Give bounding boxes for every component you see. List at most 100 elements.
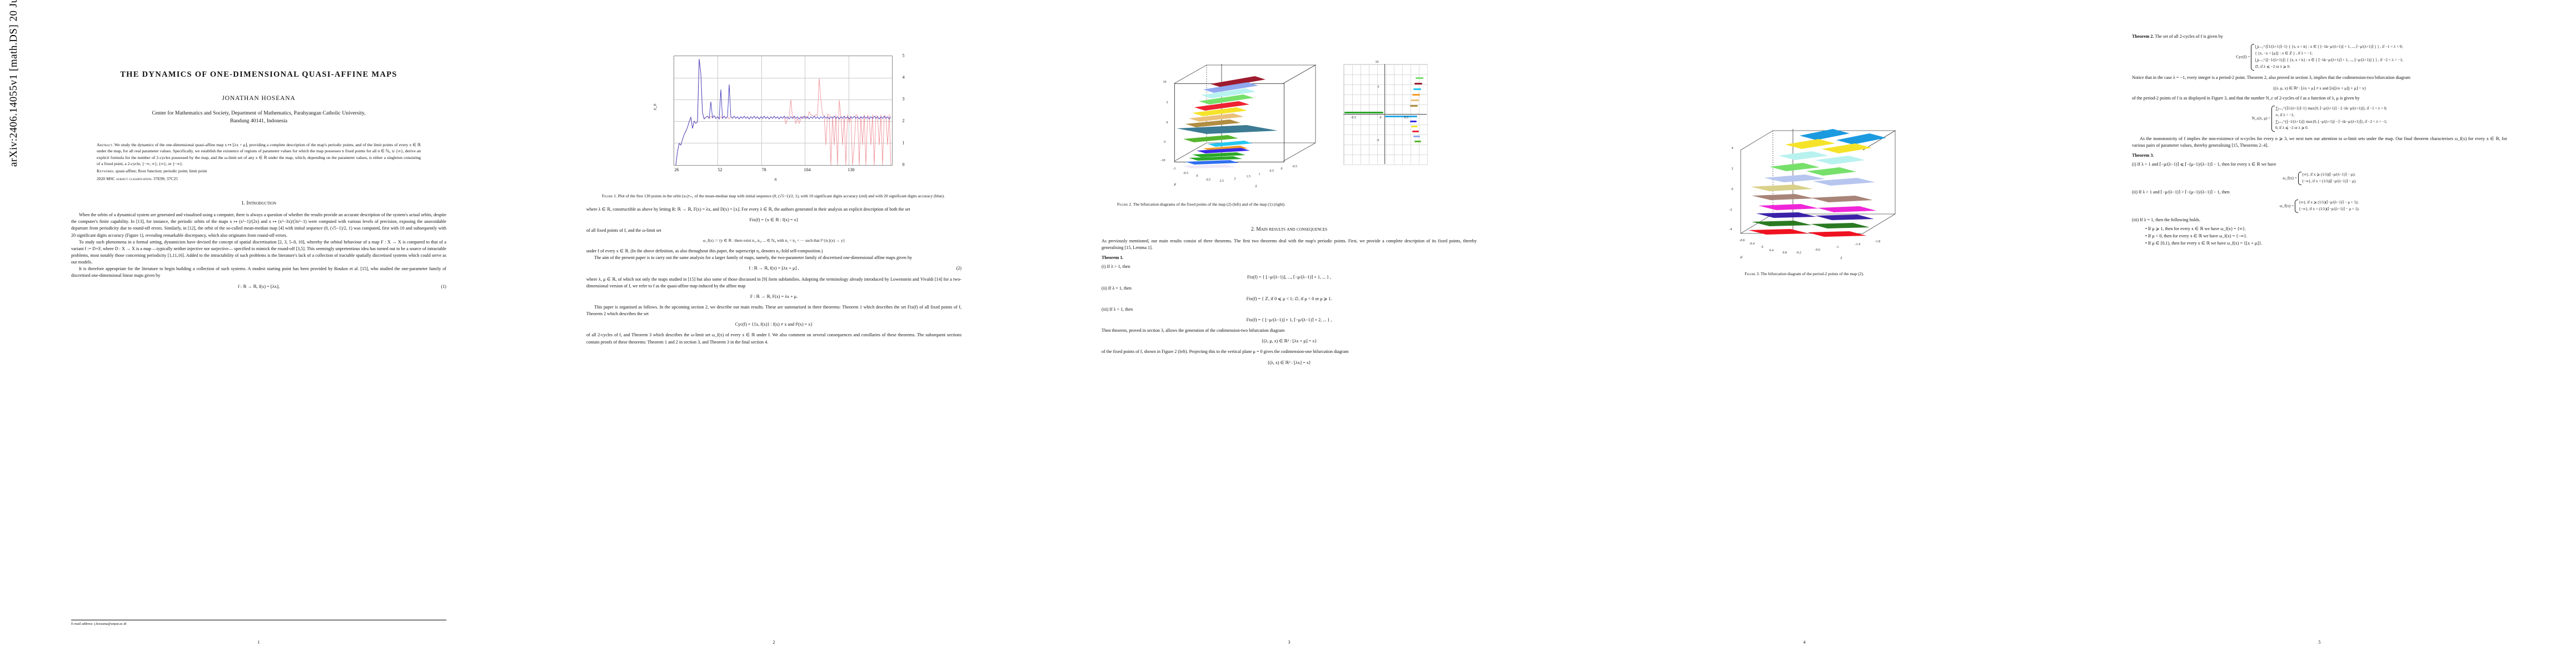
z-tick: 5 <box>1166 101 1168 104</box>
theorem-3-equation-2: ω_f(x) = {∞}, if x ⩾ (1/λ)(⌈−μ/(λ−1)⌉ − … <box>2132 200 2507 213</box>
paper-page-2: x_n 5 4 3 2 1 0 <box>515 0 1030 667</box>
series-segment <box>1414 141 1421 142</box>
x-tick: 0 <box>1379 116 1382 120</box>
z-tick: 4 <box>1731 147 1733 150</box>
z-tick: -5 <box>1163 141 1166 144</box>
paragraph: where λ, μ ∈ ℝ, of which not only the ma… <box>586 276 961 288</box>
mu-tick: -0.5 <box>1183 172 1189 175</box>
paper-page-4: 4 2 0 -2 -4 -0.8 -0.4 0 0.4 0.8 -0.2 -0.… <box>1546 0 2061 667</box>
series-segment <box>1412 131 1419 132</box>
z-tick: 0 <box>1166 121 1168 125</box>
paragraph: where λ ∈ ℝ, constructible as above by l… <box>586 206 910 212</box>
page-5-body: Theorem 2. The set of all 2-cycles of f … <box>2132 33 2507 247</box>
equation-number-of-2-cycles: N_c(λ, μ) = ∑ₖ₌₁^{⌈1/(λ+1)⌉−1} max{0, ⌈−… <box>2132 106 2507 132</box>
chart-x-axis-label: n <box>774 177 777 182</box>
chart-y-tick: 1 <box>902 140 905 146</box>
x-axis <box>1343 114 1427 115</box>
theorem-1-items: (ii) If λ = 1, then <box>1102 285 1477 292</box>
figure-2-caption-text: The bifurcation diagrams of the fixed po… <box>1133 202 1285 207</box>
msc-line: 2020 MSC subject classification. 37E99; … <box>97 176 421 182</box>
theorem-1-items: (iii) If λ < 1, then <box>1102 306 1477 313</box>
figure-1-caption-label: Figure 1. <box>602 193 617 198</box>
paper-page-5: Theorem 2. The set of all 2-cycles of f … <box>2061 0 2576 667</box>
mu-tick: 0.5 <box>1206 178 1211 182</box>
series-segment <box>1413 136 1420 137</box>
theorem-2-equation-lhs: Cyc(f) = <box>2236 54 2250 59</box>
abstract-block: Abstract. We study the dynamics of the o… <box>97 142 421 182</box>
affiliation: Center for Mathematics and Society, Depa… <box>71 109 446 125</box>
mu-tick: 0 <box>1761 246 1763 249</box>
theorem-1-label: Theorem 1. <box>1102 255 1124 261</box>
y-tick: 5 <box>1377 86 1379 89</box>
footnote-email: E-mail address: j.hoseana@unpar.ac.id <box>71 620 446 626</box>
paragraph: The aim of the present paper is to carry… <box>594 255 913 261</box>
z-tick: -2 <box>1729 208 1732 212</box>
equation-cyc: Cyc(f) = {{x, f(x)} : f(x) ≠ x and f²(x)… <box>735 322 813 327</box>
chart-y-tick: 4 <box>902 74 905 80</box>
series-segment <box>1344 112 1383 113</box>
y-tick: -5 <box>1376 139 1379 142</box>
paragraph: To study such phenomena in a formal sett… <box>71 239 446 265</box>
theorem-item: (ii) If λ > 1 and ⌈−μ/(λ−1)⌉ > ⌈−(μ−1)/(… <box>2132 190 2230 195</box>
page-3-body: As previously mentioned, our main result… <box>1102 238 1477 366</box>
mu-axis-label: μ <box>1174 182 1177 186</box>
bullet-item: • If μ ⩾ 1, then for every x ∈ ℝ we have… <box>2145 226 2246 231</box>
lambda-tick: -0.6 <box>1815 248 1821 252</box>
section-heading-main-results: 2. Main results and consequences <box>1250 226 1328 232</box>
introduction-body: When the orbits of a dynamical system ar… <box>71 212 446 290</box>
theorem-2-lead: The set of all 2-cycles of f is given by <box>2155 34 2223 39</box>
keywords-label: Keywords. <box>97 168 115 174</box>
paragraph: Notice that in the case λ = −1, every in… <box>2132 74 2411 80</box>
series-segment <box>1409 105 1418 107</box>
lambda-tick: 1 <box>1258 173 1260 176</box>
equation-F: F : ℝ → ℝ, F(x) = λx + μ. <box>750 293 798 299</box>
mu-tick: -0.4 <box>1749 242 1755 246</box>
page-2-body: where λ ∈ ℝ, constructible as above by l… <box>586 206 961 346</box>
series-segment <box>1409 121 1417 122</box>
equation-1-number: (1) <box>441 283 446 289</box>
z-tick: 2 <box>1731 167 1733 171</box>
chart-x-tick: 26 <box>674 167 679 172</box>
page-title: THE DYNAMICS OF ONE-DIMENSIONAL QUASI-AF… <box>120 70 397 79</box>
theorem-1-equation-1: Fix(f) = { ⌊−μ/(λ−1)⌋, ..., ⌈−μ/(λ−1)⌉ +… <box>1247 275 1332 280</box>
case-row: {−∞}, if x < (1/λ)(⌈−μ/(λ−1)⌉ − μ + 1). <box>2299 207 2360 212</box>
theorem-3-items: (iii) If λ = 1, then the following holds… <box>2132 217 2507 223</box>
bullet-item: • If μ < 0, then for every x ∈ ℝ we have… <box>2145 233 2248 238</box>
chart-x-tick: 78 <box>761 167 766 172</box>
y-tick: 10 <box>1375 61 1379 64</box>
axis-box-3d <box>1174 64 1317 168</box>
figure-1-caption: Figure 1. Plot of the first 130 points i… <box>602 193 946 200</box>
paragraph: As the monotonicity of f implies the non… <box>2132 136 2507 148</box>
figure-2-plot-3d: 10 5 0 -5 -10 -1 -0.5 0 0.5 2.5 2 1.5 1 … <box>1140 31 1324 197</box>
chart-y-tick: 5 <box>902 53 905 58</box>
author-name: JONATHAN HOSEANA <box>222 95 296 102</box>
affiliation-line-1: Center for Mathematics and Society, Depa… <box>152 110 366 116</box>
figure-3-caption-text: The bifurcation diagram of the period-2 … <box>1760 271 1864 276</box>
paragraph: This paper is organised as follows. In t… <box>586 304 961 317</box>
figure-3-plot-3d: 4 2 0 -2 -4 -0.8 -0.4 0 0.4 0.8 -0.2 -0.… <box>1673 100 1935 267</box>
keywords-text: quasi-affine; floor function; periodic p… <box>116 168 207 174</box>
omega-lhs: ω_f(x) = <box>2283 176 2297 181</box>
case-row: { {x, −x + ⌊μ⌋} : x ∈ ℤ } , if λ = −1; <box>2255 51 2313 56</box>
paragraph: As previously mentioned, our main result… <box>1102 238 1477 251</box>
equation-fix: Fix(f) = {x ∈ ℝ : f(x) = x} <box>749 217 799 223</box>
mu-tick: 0.8 <box>1782 251 1787 255</box>
equation-bifurcation-2d: {(λ, x) ∈ ℝ² : ⌊λx⌋ = x} <box>1267 360 1311 365</box>
paragraph: It is therefore appropriate for the lite… <box>71 266 446 278</box>
Nc-cases: ∑ₖ₌₁^{⌈1/(λ+1)⌉−1} max{0, ⌈−μ/(λ+1)⌉ − ⌊… <box>2271 106 2387 132</box>
figure-1-caption-text: Plot of the first 130 points in the orbi… <box>617 193 945 198</box>
equation-period-2-set: {(λ, μ, x) ∈ ℝ³ : ⌊λx + μ⌋ ≠ x and ⌊λ(⌊λ… <box>2273 86 2366 91</box>
series-segment <box>1411 126 1418 127</box>
figure-3: 4 2 0 -2 -4 -0.8 -0.4 0 0.4 0.8 -0.2 -0.… <box>1617 100 1992 277</box>
paragraph: When the orbits of a dynamical system ar… <box>71 212 446 238</box>
paragraph: under f of every x ∈ ℝ. (In the above de… <box>586 248 823 254</box>
arxiv-stamp: arXiv:2406.14055v1 [math.DS] 20 Jun 2024 <box>8 0 19 167</box>
lambda-tick: 2 <box>1234 177 1236 181</box>
paragraph: Then theorem, proved in section 3, allow… <box>1102 328 1285 334</box>
paragraph: of the fixed points of f, shown in Figur… <box>1102 349 1349 355</box>
case-row: ⋃ₖ₌₁^{⌈1/(λ+1)⌉−1} { {x, x + k} : x ∈ { … <box>2255 44 2403 49</box>
figure-2-caption-label: Figure 2. <box>1117 202 1132 207</box>
page-number: 4 <box>1803 640 1806 645</box>
case-row: ∑ₖ₌₁^{⌈1/(λ+1)⌉−1} max{0, ⌈−μ/(λ+1)⌉ − ⌊… <box>2275 107 2387 111</box>
